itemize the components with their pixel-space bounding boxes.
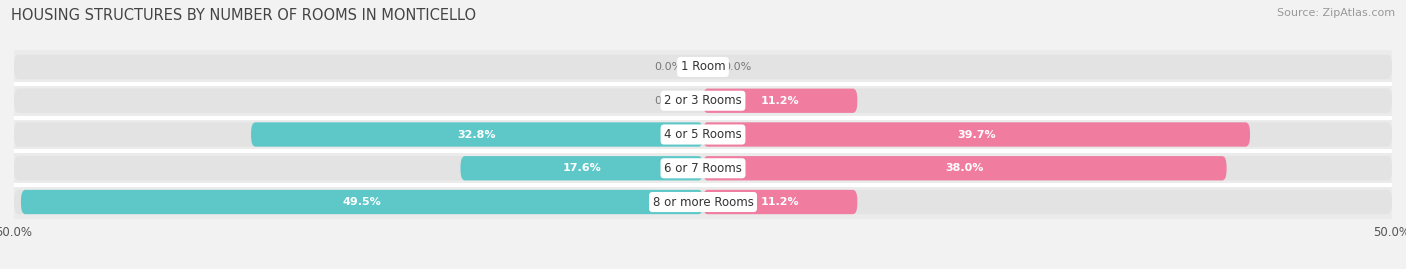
FancyBboxPatch shape xyxy=(252,122,703,147)
FancyBboxPatch shape xyxy=(7,84,1399,118)
Text: 2 or 3 Rooms: 2 or 3 Rooms xyxy=(664,94,742,107)
FancyBboxPatch shape xyxy=(14,55,1392,79)
Text: 11.2%: 11.2% xyxy=(761,96,800,106)
FancyBboxPatch shape xyxy=(21,190,703,214)
Text: 8 or more Rooms: 8 or more Rooms xyxy=(652,196,754,208)
Text: 32.8%: 32.8% xyxy=(458,129,496,140)
FancyBboxPatch shape xyxy=(7,50,1399,84)
FancyBboxPatch shape xyxy=(14,89,1392,113)
Text: 6 or 7 Rooms: 6 or 7 Rooms xyxy=(664,162,742,175)
FancyBboxPatch shape xyxy=(7,185,1399,219)
Text: Source: ZipAtlas.com: Source: ZipAtlas.com xyxy=(1277,8,1395,18)
Text: 0.0%: 0.0% xyxy=(724,62,752,72)
Text: 0.0%: 0.0% xyxy=(654,96,682,106)
FancyBboxPatch shape xyxy=(7,118,1399,151)
FancyBboxPatch shape xyxy=(461,156,703,180)
FancyBboxPatch shape xyxy=(703,89,858,113)
FancyBboxPatch shape xyxy=(703,122,1250,147)
Text: 38.0%: 38.0% xyxy=(946,163,984,173)
FancyBboxPatch shape xyxy=(703,190,858,214)
FancyBboxPatch shape xyxy=(14,122,1392,147)
Text: 17.6%: 17.6% xyxy=(562,163,602,173)
FancyBboxPatch shape xyxy=(14,190,1392,214)
FancyBboxPatch shape xyxy=(7,151,1399,185)
Text: 4 or 5 Rooms: 4 or 5 Rooms xyxy=(664,128,742,141)
Text: 39.7%: 39.7% xyxy=(957,129,995,140)
Text: 11.2%: 11.2% xyxy=(761,197,800,207)
Text: 1 Room: 1 Room xyxy=(681,61,725,73)
Text: 0.0%: 0.0% xyxy=(654,62,682,72)
FancyBboxPatch shape xyxy=(703,156,1226,180)
Text: 49.5%: 49.5% xyxy=(343,197,381,207)
FancyBboxPatch shape xyxy=(14,156,1392,180)
Text: HOUSING STRUCTURES BY NUMBER OF ROOMS IN MONTICELLO: HOUSING STRUCTURES BY NUMBER OF ROOMS IN… xyxy=(11,8,477,23)
